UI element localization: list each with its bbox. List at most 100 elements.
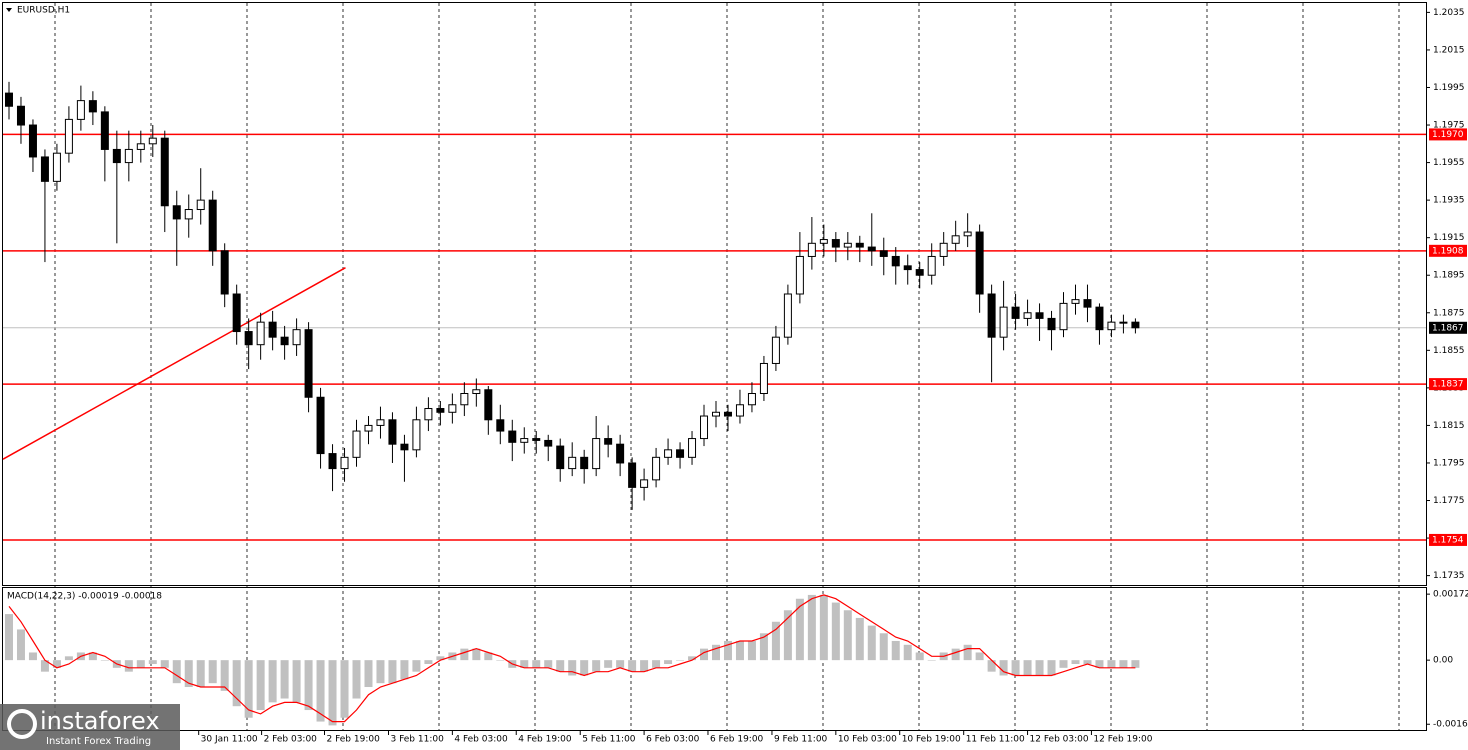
candle-body	[963, 231, 972, 237]
level-label: 1.1970	[1432, 130, 1464, 140]
candle-body	[280, 336, 289, 346]
candle-body	[1047, 317, 1056, 331]
candle-body	[592, 438, 601, 470]
macd-bar	[412, 660, 421, 672]
macd-bar	[831, 602, 840, 661]
candle-body	[4, 92, 13, 107]
macd-bar	[616, 660, 625, 668]
level-label-box	[1429, 244, 1467, 257]
y-tick-label: 1.1875	[1433, 308, 1465, 318]
macd-bar	[520, 660, 529, 668]
candle-body	[700, 415, 709, 440]
macd-bar	[424, 660, 433, 664]
level-label: 1.1837	[1432, 380, 1464, 390]
macd-bar	[891, 640, 900, 661]
candle-body	[1011, 306, 1020, 319]
y-tick-label: 1.1775	[1433, 496, 1465, 506]
signal-line	[8, 594, 1136, 723]
macd-bar	[927, 660, 936, 661]
level-label-box	[1429, 128, 1467, 141]
macd-bar	[652, 660, 661, 668]
macd-bar	[16, 629, 25, 661]
macd-bar	[352, 660, 361, 699]
candle-body	[747, 393, 756, 406]
macd-bar	[388, 660, 397, 684]
macd-bar	[556, 660, 565, 672]
macd-bar	[172, 660, 181, 684]
y-tick-label: 1.1895	[1433, 271, 1465, 281]
candle-body	[664, 449, 673, 458]
macd-bar	[963, 644, 972, 661]
separator-lines	[54, 3, 1400, 730]
y-tick-label: 1.2035	[1433, 8, 1465, 18]
macd-title: MACD(14,22,3) -0.00019 -0.00018	[7, 592, 162, 602]
candle-body	[76, 100, 85, 120]
candle-body	[879, 250, 888, 257]
macd-bar	[100, 660, 109, 661]
macd-bar	[496, 660, 505, 661]
x-tick-label: 5 Feb 11:00	[582, 735, 636, 745]
candle-body	[891, 255, 900, 267]
candle-body	[148, 137, 157, 145]
macd-bar	[472, 648, 481, 661]
candle-body	[232, 293, 241, 333]
candle-body	[520, 438, 529, 443]
candle-body	[795, 255, 804, 295]
candle-body	[999, 306, 1008, 338]
macd-bar	[999, 660, 1008, 676]
macd-bar	[436, 656, 445, 661]
candle-body	[52, 152, 61, 182]
macd-bar	[88, 652, 97, 661]
trend-line	[2, 267, 346, 460]
macd-bar	[196, 660, 205, 688]
macd-bar	[376, 660, 385, 684]
macd-bar	[771, 621, 780, 661]
y-tick-label: 1.1855	[1433, 346, 1465, 356]
chart-title: EURUSD,H1	[17, 6, 70, 16]
candle-body	[352, 430, 361, 458]
candle-body	[316, 396, 325, 455]
x-tick-label: 12 Feb 03:00	[1030, 735, 1089, 745]
candle-body	[460, 393, 469, 406]
macd-bar	[819, 594, 828, 661]
candle-body	[1071, 299, 1080, 304]
x-tick-label: 4 Feb 19:00	[518, 735, 572, 745]
macd-bar	[975, 652, 984, 661]
y-tick-label: 1.1975	[1433, 121, 1465, 131]
macd-bar	[867, 625, 876, 661]
y-tick-label: 1.1735	[1433, 571, 1465, 581]
candle-body	[568, 456, 577, 470]
macd-bar	[340, 660, 349, 718]
candle-body	[400, 443, 409, 451]
candle-body	[328, 453, 337, 470]
x-tick-label: 2 Feb 19:00	[327, 735, 381, 745]
macd-bar	[855, 617, 864, 661]
candle-body	[580, 456, 589, 470]
x-tick-label: 6 Feb 19:00	[710, 735, 764, 745]
candle-body	[256, 321, 265, 346]
candle-body	[783, 293, 792, 338]
macd-bar	[664, 660, 673, 664]
macd-bar	[676, 660, 685, 661]
macd-bar	[1047, 660, 1056, 676]
candle-body	[196, 199, 205, 211]
macd-bar	[1119, 660, 1128, 668]
x-tick-label: 2 Feb 03:00	[264, 735, 318, 745]
y2-tick-label: 0.00	[1433, 656, 1453, 666]
candle-body	[771, 336, 780, 364]
macd-bar	[232, 660, 241, 707]
logo-tagline: Instant Forex Trading	[46, 736, 151, 747]
current-price-label: 1.1867	[1432, 323, 1464, 333]
x-tick-label: 3 Feb 11:00	[390, 735, 444, 745]
y-tick-label: 1.1955	[1433, 158, 1465, 168]
level-label-box	[1429, 378, 1467, 391]
x-tick-label: 11 Feb 11:00	[966, 735, 1025, 745]
candle-body	[88, 100, 97, 113]
macd-bar	[1131, 660, 1140, 668]
price-panel	[2, 2, 1427, 586]
macd-bar	[747, 640, 756, 661]
candle-body	[484, 389, 493, 421]
macd-bar	[160, 660, 169, 668]
x-tick-label: 30 Jan 11:00	[201, 735, 258, 745]
y2-tick-label: -0.00167	[1433, 720, 1468, 730]
